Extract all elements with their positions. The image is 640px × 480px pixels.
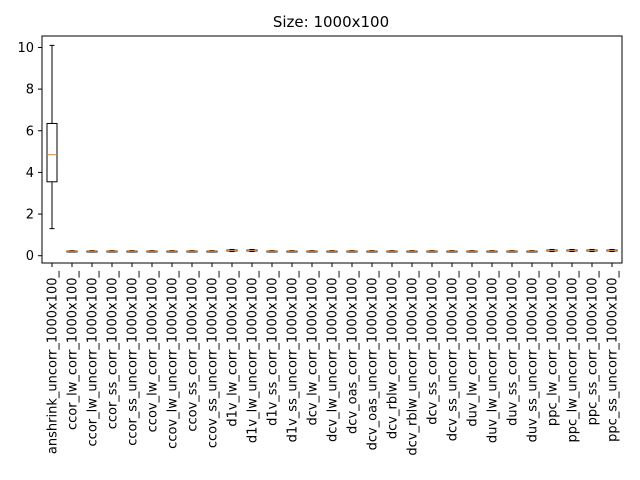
- x-tick-label: ccor_lw_uncorr_1000x100_: [86, 271, 101, 447]
- x-tick-label: ppc_ss_corr_1000x100_: [586, 271, 601, 426]
- y-tick-label: 2: [26, 208, 34, 223]
- box-body: [46, 122, 58, 183]
- x-tick-label: ccor_ss_corr_1000x100_: [106, 271, 121, 430]
- box-14: [306, 250, 318, 253]
- box-27: [566, 248, 578, 253]
- x-tick-label: dcv_ss_uncorr_1000x100_: [446, 271, 461, 442]
- y-tick-label: 6: [26, 124, 34, 139]
- x-tick-label: ccov_lw_corr_1000x100_: [146, 271, 161, 433]
- box-5: [126, 250, 138, 253]
- box-series: [46, 44, 618, 253]
- box-18: [386, 250, 398, 253]
- box-8: [186, 250, 198, 253]
- box-24: [506, 250, 518, 253]
- x-tick-label: dcv_oas_uncorr_1000x100_: [366, 271, 381, 451]
- x-tick-label: dcv_lw_uncorr_1000x100_: [326, 271, 341, 442]
- x-tick-label: d1v_lw_corr_1000x100_: [226, 271, 241, 427]
- x-tick-label: d1v_ss_uncorr_1000x100_: [286, 271, 301, 443]
- box-15: [326, 250, 338, 253]
- box-19: [406, 250, 418, 253]
- box-9: [206, 250, 218, 253]
- x-tick-label: ppc_lw_uncorr_1000x100_: [566, 271, 581, 443]
- box-12: [266, 250, 278, 253]
- x-axis: anshrink_uncorr_1000x100_ ccor_lw_corr_10…: [46, 263, 621, 456]
- x-tick-label: anshrink_uncorr_1000x100_: [46, 271, 61, 455]
- x-tick-label: ccov_ss_corr_1000x100_: [186, 271, 201, 432]
- box-2: [66, 250, 78, 253]
- x-tick-label: ccor_ss_uncorr_1000x100_: [126, 271, 141, 446]
- box-16: [346, 250, 358, 253]
- box-7: [166, 250, 178, 253]
- x-tick-label: dcv_oas_corr_1000x100_: [346, 271, 361, 434]
- x-tick-label: dcv_lw_corr_1000x100_: [306, 271, 321, 426]
- box-25: [526, 250, 538, 253]
- x-tick-label: duv_ss_corr_1000x100_: [506, 271, 521, 426]
- box-3: [86, 250, 98, 253]
- box-28: [586, 248, 598, 253]
- x-tick-label: duv_lw_uncorr_1000x100_: [486, 271, 501, 444]
- box-23: [486, 250, 498, 253]
- x-tick-label: ppc_lw_corr_1000x100_: [546, 271, 561, 427]
- box-6: [146, 250, 158, 253]
- x-tick-label: dcv_ss_corr_1000x100_: [426, 271, 441, 425]
- box-22: [466, 250, 478, 253]
- chart-title: Size: 1000x100: [273, 13, 389, 31]
- x-tick-label: dcv_rblw_uncorr_1000x100_: [406, 271, 421, 456]
- x-tick-label: duv_lw_corr_1000x100_: [466, 271, 481, 427]
- y-tick-label: 0: [26, 249, 34, 264]
- plot-area-frame: [41, 35, 623, 264]
- box-11: [246, 248, 258, 253]
- y-tick-label: 10: [17, 41, 34, 56]
- x-tick-label: ppc_ss_uncorr_1000x100_: [606, 271, 621, 442]
- y-axis: 0 2 4 6 8 10: [17, 41, 42, 264]
- x-tick-label: ccov_lw_uncorr_1000x100_: [166, 271, 181, 449]
- box-20: [426, 250, 438, 253]
- box-4: [106, 250, 118, 253]
- box-10: [226, 248, 238, 253]
- box-13: [286, 250, 298, 253]
- box-17: [366, 250, 378, 253]
- box-29: [606, 248, 618, 253]
- x-tick-label: ccov_ss_uncorr_1000x100_: [206, 271, 221, 449]
- x-tick-label: duv_ss_uncorr_1000x100_: [526, 271, 541, 443]
- x-tick-label: d1v_ss_corr_1000x100_: [266, 271, 281, 426]
- x-tick-label: d1v_lw_uncorr_1000x100_: [246, 271, 261, 444]
- y-tick-label: 4: [26, 166, 34, 181]
- box-1: [46, 44, 58, 230]
- x-tick-label: ccor_lw_corr_1000x100_: [66, 271, 81, 430]
- box-21: [446, 250, 458, 253]
- x-tick-label: dcv_rblw_corr_1000x100_: [386, 271, 401, 440]
- box-26: [546, 248, 558, 253]
- y-tick-label: 8: [26, 83, 34, 98]
